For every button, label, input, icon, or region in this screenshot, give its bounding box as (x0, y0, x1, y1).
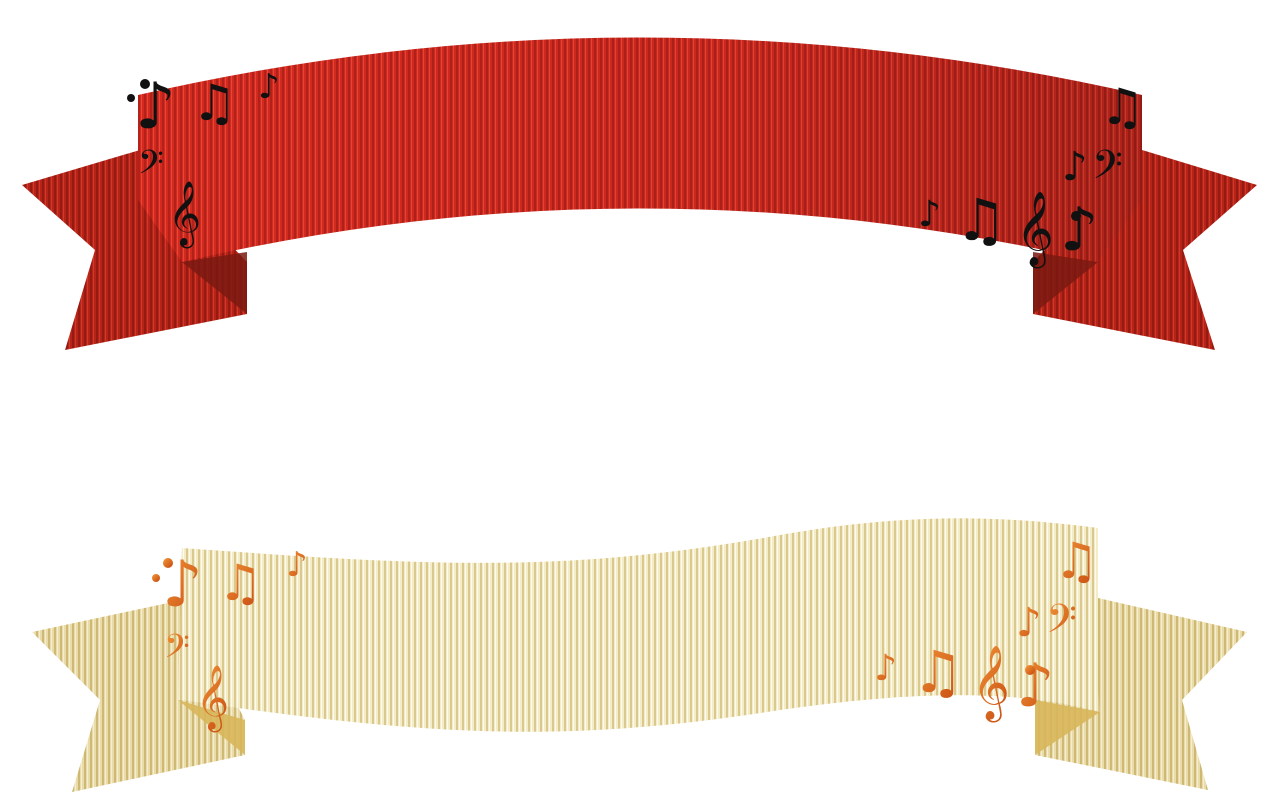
beamed-notes-icon: ♫ (218, 554, 263, 612)
red-ribbon-left-tail (22, 150, 247, 350)
red-ribbon-right-tail (1033, 150, 1257, 350)
cream-ribbon-main (178, 518, 1100, 732)
treble-clef-icon: 𝄞 (1016, 192, 1054, 269)
note-dot-icon (1071, 211, 1081, 221)
bass-clef-icon: 𝄢 (138, 144, 164, 190)
beamed-notes-icon: ♫ (1100, 78, 1145, 136)
eighth-note-icon: ♪ (1062, 144, 1088, 190)
cream-notes-left: ♪ ♫ ♪ 𝄢 𝄞 (152, 545, 308, 732)
bass-clef-icon: 𝄢 (1046, 596, 1077, 652)
note-dot-icon (152, 574, 160, 582)
note-dot-icon (163, 558, 173, 568)
cream-ribbon-left-fold (178, 700, 245, 755)
note-dot-icon (127, 94, 135, 102)
eighth-note-icon: ♪ (258, 67, 280, 107)
beamed-notes-icon: ♫ (912, 638, 964, 706)
treble-clef-icon: 𝄞 (196, 665, 229, 732)
treble-clef-icon: 𝄞 (972, 646, 1010, 723)
red-notes-left: ♪ ♫ ♪ 𝄢 𝄞 (127, 67, 280, 248)
eighth-note-icon: ♪ (874, 648, 897, 689)
eighth-note-icon: ♪ (1016, 600, 1042, 646)
beamed-notes-icon: ♫ (955, 186, 1007, 254)
eighth-note-icon: ♪ (1016, 651, 1054, 721)
treble-clef-icon: 𝄞 (168, 181, 201, 248)
bass-clef-icon: 𝄢 (164, 628, 190, 674)
beamed-notes-icon: ♫ (1054, 532, 1099, 590)
bass-clef-icon: 𝄢 (1092, 142, 1123, 198)
red-ribbon-left-fold (182, 252, 247, 314)
cream-music-ribbon: ♪ ♫ ♪ 𝄢 𝄞 ♫ ♪ 𝄢 ♫ ♪ 𝄞 ♪ (32, 518, 1247, 792)
cream-notes-right: ♫ ♪ 𝄢 ♫ ♪ 𝄞 ♪ (874, 532, 1099, 723)
eighth-note-icon: ♪ (286, 545, 308, 585)
eighth-note-icon: ♪ (918, 194, 941, 235)
note-dot-icon (1025, 665, 1035, 675)
eighth-note-icon: ♪ (1060, 195, 1098, 265)
red-music-ribbon: ♪ ♫ ♪ 𝄢 𝄞 ♫ ♪ 𝄢 ♫ ♪ 𝄞 ♪ (22, 37, 1257, 350)
red-ribbon-right-fold (1033, 252, 1098, 314)
note-dot-icon (140, 79, 150, 89)
cream-ribbon-right-fold (1035, 700, 1100, 755)
beamed-notes-icon: ♫ (192, 74, 237, 132)
red-notes-right: ♫ ♪ 𝄢 ♫ ♪ 𝄞 ♪ (918, 78, 1145, 269)
